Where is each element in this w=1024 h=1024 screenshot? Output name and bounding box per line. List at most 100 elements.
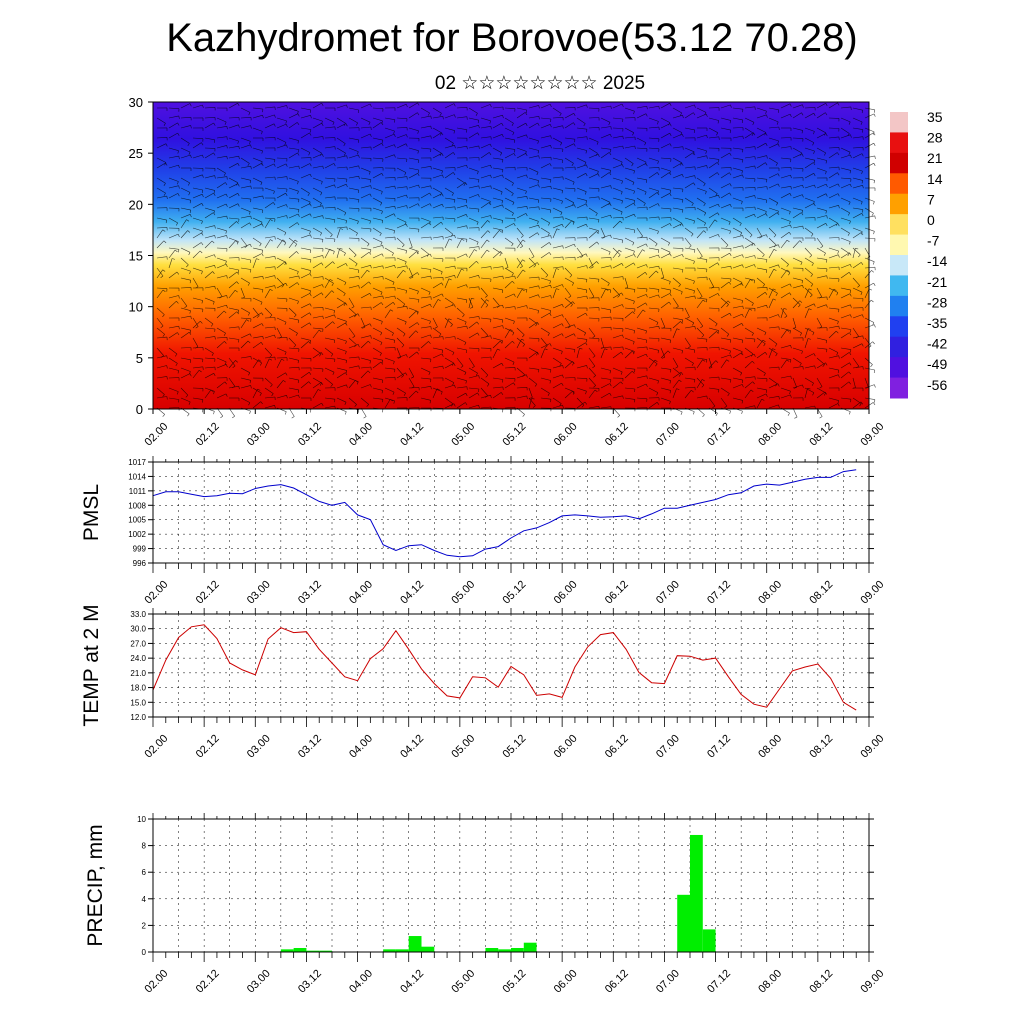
wind-barb-flag (657, 192, 660, 196)
wind-barb (204, 175, 215, 179)
wind-barb (588, 287, 595, 297)
wind-barb-flag (694, 249, 696, 253)
wind-barb (456, 307, 465, 315)
wind-barb (156, 365, 167, 369)
wind-barb (804, 387, 815, 393)
wind-barb (708, 262, 718, 269)
wind-barb (456, 392, 466, 399)
wind-barb (408, 112, 418, 119)
wind-barb (312, 347, 322, 355)
wind-barb-flag (465, 380, 467, 384)
wind-barb-flag (692, 322, 695, 326)
wind-barb-flag (201, 242, 204, 246)
wind-barb-flag (729, 172, 732, 176)
wind-barb-flag (726, 304, 729, 307)
wind-barb (180, 103, 191, 109)
wind-barb (612, 237, 623, 241)
wind-barb (768, 366, 780, 369)
colorbar-swatch (890, 193, 908, 215)
wind-barb-flag (730, 354, 732, 358)
wind-barb (840, 134, 851, 139)
wind-barb (444, 152, 454, 159)
wind-barb-flag (860, 401, 864, 405)
wind-barb-flag (561, 224, 564, 228)
wind-barb (708, 317, 718, 324)
wind-barb-flag (812, 142, 815, 146)
wind-barb (204, 187, 215, 191)
x-tick-label: 07.12 (705, 421, 733, 449)
wind-barb-flag (716, 132, 719, 136)
wind-barb (396, 157, 407, 160)
wind-barb (312, 329, 320, 339)
wind-barb (768, 298, 774, 309)
wind-barb-flag (790, 359, 792, 363)
wind-barb (276, 372, 286, 379)
wind-barb-flag (286, 144, 288, 148)
wind-barb (840, 183, 851, 189)
wind-barb (312, 262, 322, 269)
wind-barb-flag (309, 213, 312, 217)
wind-barb (348, 154, 359, 159)
wind-barb-flag (655, 363, 658, 367)
wind-barb (624, 145, 635, 149)
wind-barb-flag (693, 280, 695, 284)
wind-barb (240, 157, 250, 164)
wind-barb (684, 287, 695, 291)
wind-barb (276, 327, 282, 338)
wind-barb (180, 154, 191, 159)
wind-barb (852, 147, 864, 149)
wind-barb-flag (562, 374, 564, 378)
wind-barb-flag (799, 300, 803, 303)
wind-barb (192, 320, 201, 329)
wind-barb-flag (667, 242, 670, 246)
wind-barb (276, 117, 287, 122)
wind-barb (228, 183, 239, 189)
wind-barb-flag (512, 340, 515, 344)
wind-barb-flag (442, 116, 444, 120)
wind-barb (852, 197, 863, 202)
wind-barb-flag (297, 320, 300, 324)
wind-barb (264, 326, 275, 329)
wind-barb (312, 165, 323, 169)
wind-barb (720, 377, 731, 380)
wind-barb-flag (633, 111, 635, 115)
wind-barb-flag (572, 391, 575, 394)
wind-barb-flag (248, 112, 251, 116)
wind-barb-flag (187, 143, 190, 147)
wind-barb (840, 272, 850, 279)
wind-barb-flag (162, 269, 166, 272)
wind-barb-flag (476, 321, 480, 325)
wind-barb-flag (487, 220, 490, 223)
wind-barb-flag (682, 269, 684, 273)
wind-barb (624, 297, 635, 302)
wind-barb (816, 167, 827, 172)
wind-barb-flag (730, 104, 732, 108)
wind-barb (840, 127, 850, 134)
wind-barb (420, 185, 431, 189)
wind-barb (852, 401, 862, 409)
wind-barb (480, 394, 491, 399)
wind-barb (300, 303, 311, 309)
wind-barb (480, 143, 491, 149)
wind-barb-flag (439, 132, 442, 136)
wind-barb-flag (550, 209, 552, 213)
wind-barb (864, 257, 875, 262)
wind-barb-flag (705, 191, 707, 195)
wind-barb (636, 227, 643, 237)
wind-barb-flag (247, 163, 250, 167)
wind-barb (504, 147, 515, 150)
wind-barb-flag (390, 399, 393, 402)
wind-barb (504, 306, 515, 309)
wind-barb (684, 347, 695, 351)
wind-barb (600, 377, 611, 380)
wind-barb-flag (512, 361, 515, 366)
wind-barb (216, 155, 227, 159)
wind-barb-flag (860, 292, 863, 296)
wind-barb (252, 177, 263, 183)
wind-barb-flag (260, 342, 264, 345)
wind-barb (360, 117, 371, 123)
wind-barb-flag (501, 363, 504, 367)
wind-barb (192, 267, 203, 272)
wind-barb (576, 117, 586, 124)
wind-barb (456, 182, 466, 189)
